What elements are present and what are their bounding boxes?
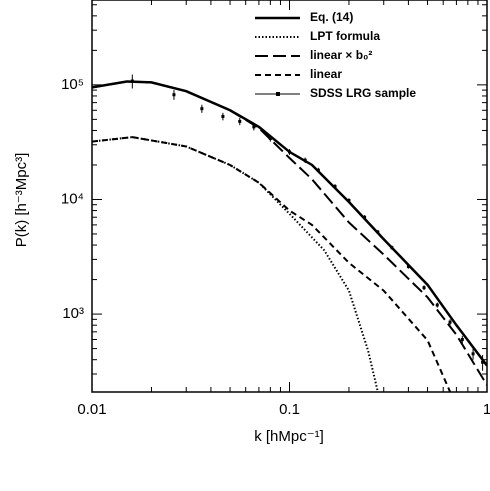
data-point [333,184,337,188]
data-point [363,215,367,219]
data-point [390,246,394,250]
y-tick-label: 10⁵ [61,76,84,93]
y-tick-label: 10⁴ [61,190,84,207]
legend-label: linear × b₀² [310,48,372,62]
data-point [422,286,426,290]
x-tick-label: 0.1 [279,401,300,418]
legend-swatch [276,92,280,96]
data-point [288,150,291,154]
legend-label: Eq. (14) [310,10,353,24]
data-point [172,93,176,97]
series-line [92,80,487,386]
data-point [460,338,464,342]
x-tick-label: 0.01 [77,401,106,418]
data-point [406,265,410,269]
data-point [268,137,272,141]
x-axis-label: k [hMpc⁻¹] [254,428,324,445]
x-tick-label: 1 [483,401,490,418]
series-line [92,136,451,392]
series-line [92,136,379,392]
y-axis-label: P(k) [h⁻³Mpc³] [13,153,30,248]
data-point [130,79,134,83]
y-tick-label: 10³ [62,305,84,322]
data-point [448,320,452,324]
data-point [347,198,351,202]
legend-label: linear [310,67,342,81]
data-point [221,114,225,118]
legend-label: SDSS LRG sample [310,86,416,100]
plot-frame [91,0,488,393]
data-point [200,107,204,111]
legend-label: LPT formula [310,29,380,43]
data-point [316,168,320,172]
data-point [252,125,256,129]
data-point [238,119,242,123]
plot-area [92,74,487,392]
series-line [92,80,487,367]
data-point [435,303,439,307]
data-point [481,360,485,364]
data-point [303,158,307,162]
data-point [471,352,475,356]
data-point [376,230,380,234]
